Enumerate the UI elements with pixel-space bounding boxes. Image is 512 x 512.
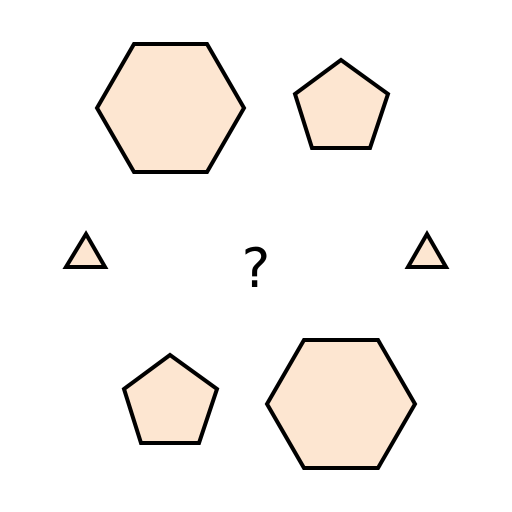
pentagon-top-right [292,57,391,150]
triangle-left [62,230,109,269]
question-mark: ? [242,237,271,300]
triangle-right [404,229,450,269]
hexagon-large-top-left [94,42,247,174]
pentagon-bottom-left [121,352,220,445]
hexagon-large-bottom-right [264,338,418,470]
